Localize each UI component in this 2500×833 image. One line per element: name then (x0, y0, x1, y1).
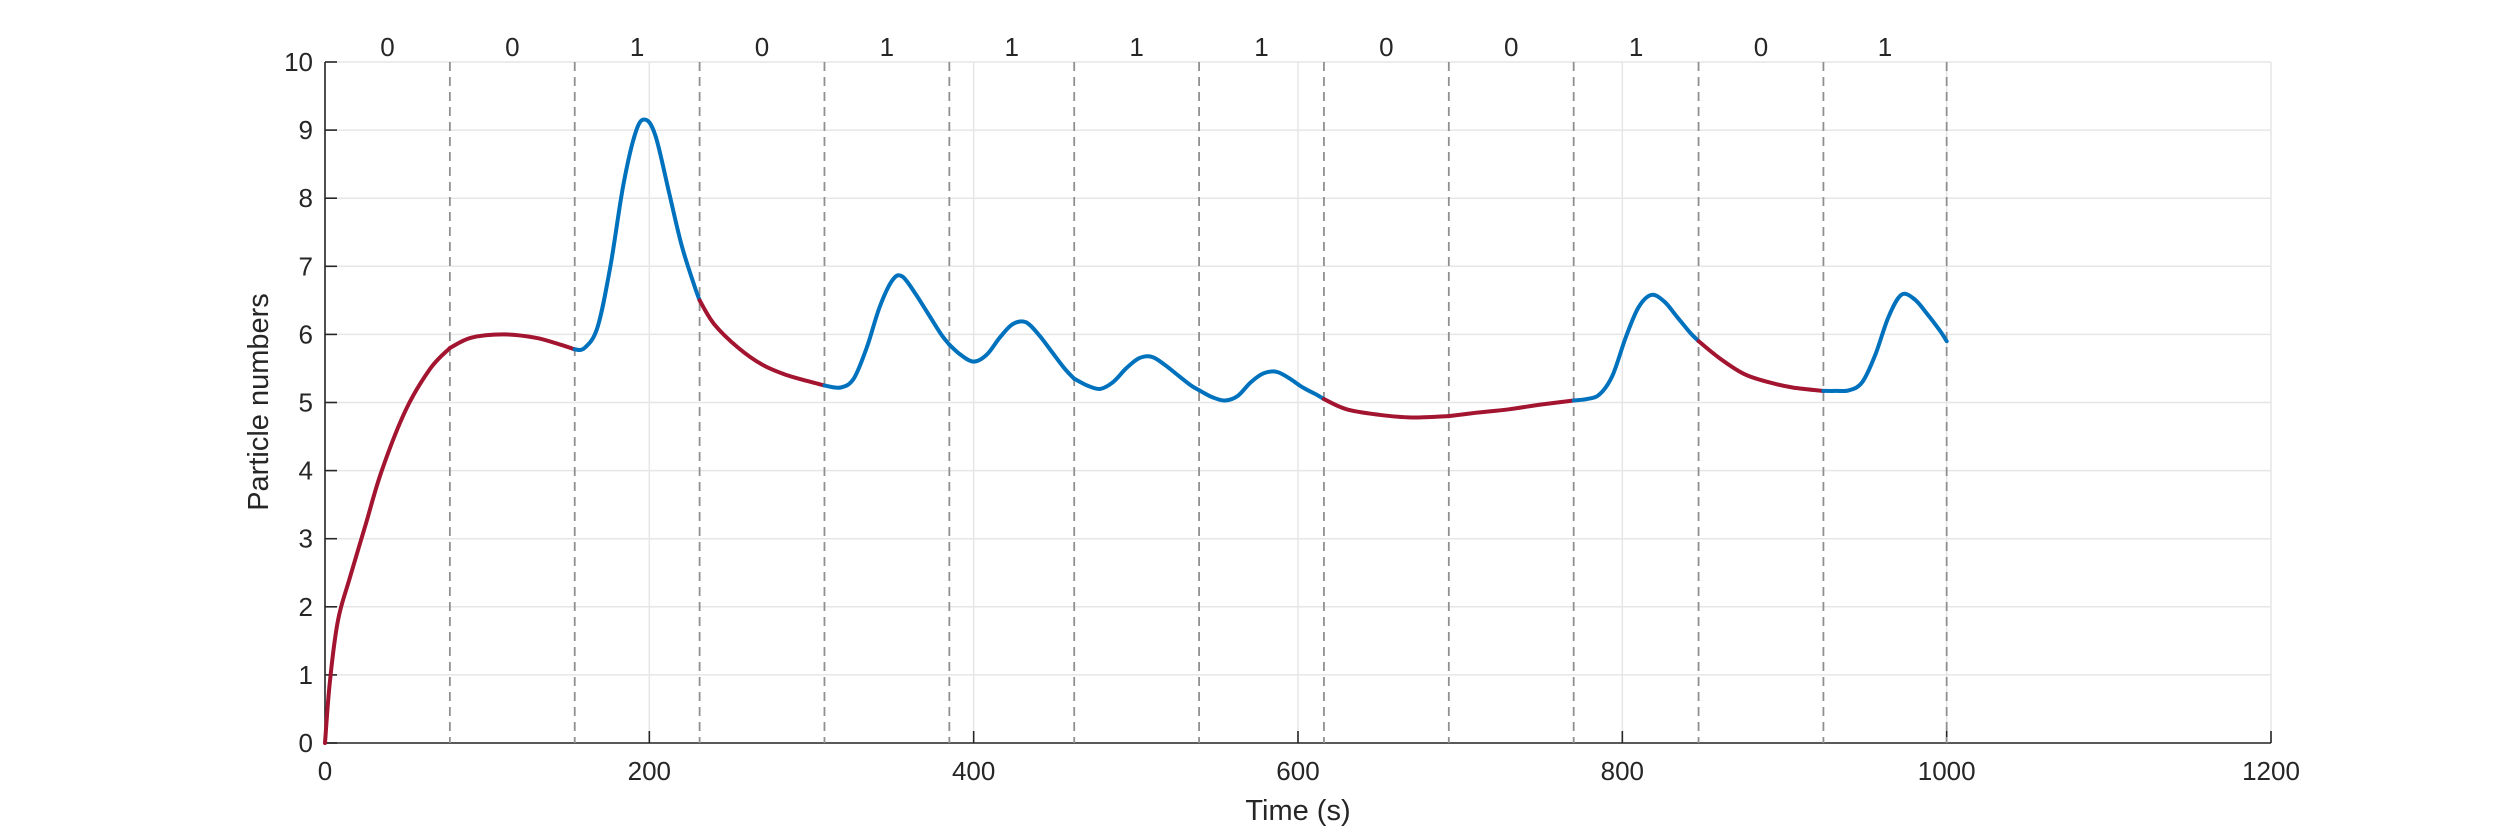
segment-label: 0 (755, 32, 769, 62)
y-tick-label: 4 (299, 456, 313, 486)
segment-label: 1 (1254, 32, 1268, 62)
y-tick-label: 7 (299, 251, 313, 281)
x-tick-label: 1200 (2242, 756, 2300, 786)
segment-label: 1 (1005, 32, 1019, 62)
segment-label: 1 (880, 32, 894, 62)
segment-line-2 (447, 332, 577, 352)
segment-label: 0 (1754, 32, 1768, 62)
segment-line-6 (947, 319, 1077, 381)
series-lines (323, 117, 1949, 745)
segment-label: 0 (505, 32, 519, 62)
segment-line-9 (1321, 397, 1451, 420)
segment-label: 1 (630, 32, 644, 62)
segment-line-1 (323, 346, 452, 745)
x-tick-label: 400 (952, 756, 995, 786)
y-tick-label: 8 (299, 183, 313, 213)
y-tick-label: 9 (299, 115, 313, 145)
segment-line-13 (1821, 291, 1949, 394)
x-axis-label: Time (s) (1245, 795, 1350, 827)
segment-label: 1 (1878, 32, 1892, 62)
segment-labels: 0 0 1 0 1 1 1 1 0 0 1 0 1 (380, 32, 1892, 62)
y-tick-label: 2 (299, 592, 313, 622)
y-axis-label: Particle numbers (243, 293, 275, 511)
segment-line-4 (697, 298, 827, 388)
segment-line-10 (1446, 398, 1576, 419)
x-tick-label: 0 (318, 756, 332, 786)
tick-labels: 0 200 400 600 800 1000 1200 0 1 2 3 4 5 6 7 8 9 10 (284, 47, 2300, 786)
segment-line-8 (1197, 369, 1326, 403)
segment-line-7 (1072, 354, 1202, 393)
y-tick-label: 3 (299, 524, 313, 554)
segment-line-3 (572, 117, 702, 353)
segment-label: 1 (1129, 32, 1143, 62)
y-tick-label: 10 (284, 47, 313, 77)
x-tick-label: 600 (1276, 756, 1319, 786)
y-tick-label: 0 (299, 728, 313, 758)
x-tick-label: 200 (628, 756, 671, 786)
segment-line-12 (1696, 339, 1826, 393)
x-tick-label: 1000 (1918, 756, 1976, 786)
y-tick-label: 1 (299, 660, 313, 690)
segment-label: 0 (380, 32, 394, 62)
segment-boundaries (448, 62, 1948, 743)
x-tick-label: 800 (1601, 756, 1644, 786)
segment-label: 0 (1504, 32, 1518, 62)
segment-label: 0 (1379, 32, 1393, 62)
segment-line-5 (822, 273, 952, 390)
segment-label: 1 (1629, 32, 1643, 62)
y-tick-label: 5 (299, 388, 313, 418)
y-tick-label: 6 (299, 319, 313, 349)
segment-line-11 (1571, 292, 1701, 403)
